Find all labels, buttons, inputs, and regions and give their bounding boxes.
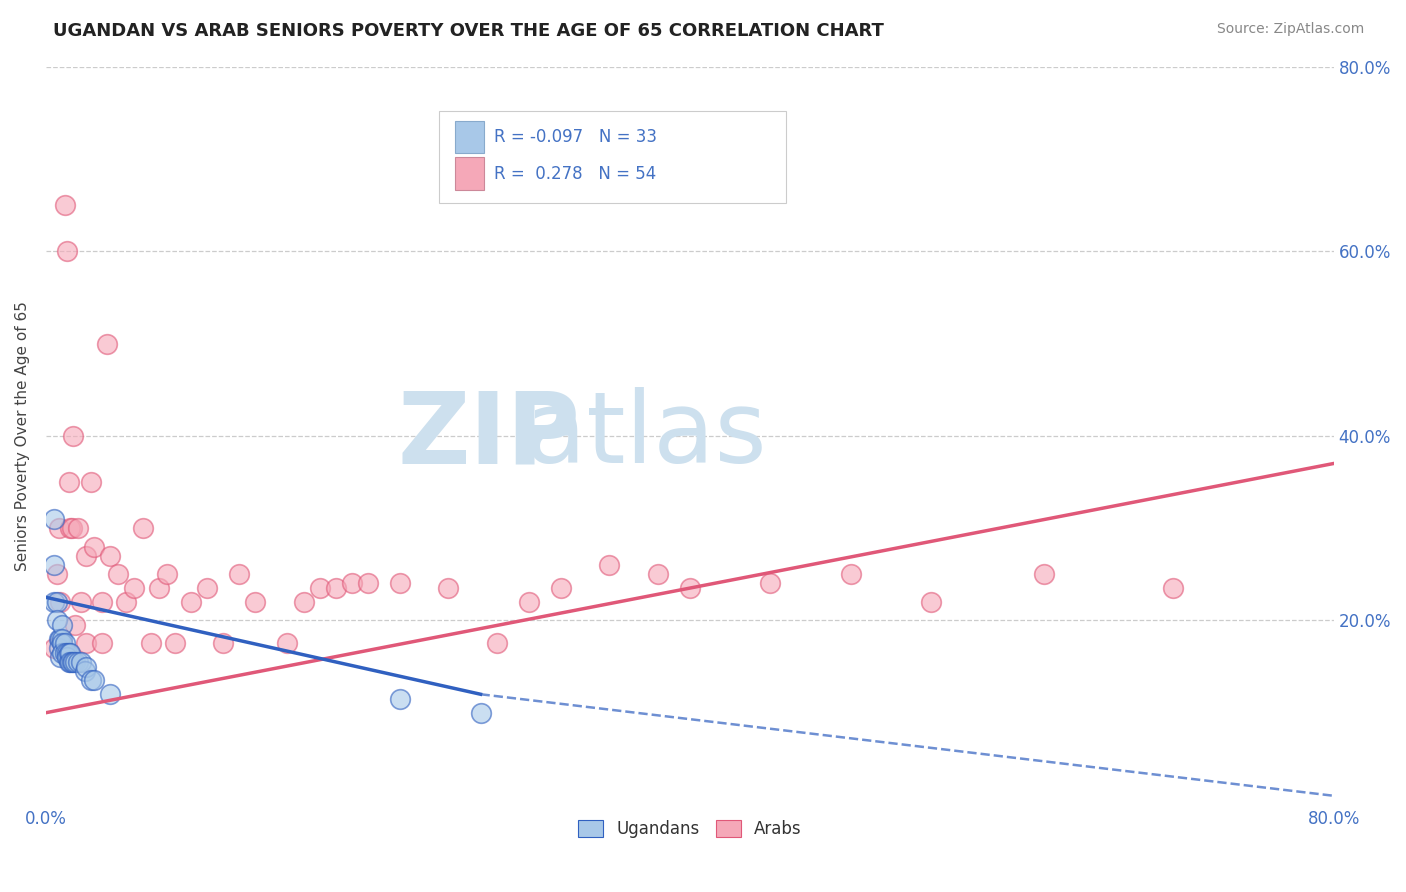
Point xyxy=(56,646,79,660)
Text: R =  0.278   N = 54: R = 0.278 N = 54 xyxy=(494,165,657,183)
Point xyxy=(83,673,105,688)
Point xyxy=(485,636,508,650)
Point xyxy=(83,540,105,554)
Point xyxy=(51,646,73,660)
Point xyxy=(80,475,103,489)
Point xyxy=(107,567,129,582)
Point xyxy=(550,581,572,595)
Point xyxy=(679,581,702,595)
Point xyxy=(325,581,347,595)
Point xyxy=(131,521,153,535)
Point xyxy=(42,558,65,572)
Point xyxy=(96,336,118,351)
Point xyxy=(276,636,298,650)
Point xyxy=(46,595,69,609)
Point xyxy=(308,581,330,595)
Point xyxy=(48,641,70,656)
Point xyxy=(60,655,83,669)
Point xyxy=(51,636,73,650)
Point xyxy=(91,636,114,650)
Bar xyxy=(456,120,484,153)
Point xyxy=(67,521,90,535)
Y-axis label: Seniors Poverty Over the Age of 65: Seniors Poverty Over the Age of 65 xyxy=(15,301,30,571)
Point xyxy=(598,558,620,572)
Text: R = -0.097   N = 33: R = -0.097 N = 33 xyxy=(494,128,657,145)
Point xyxy=(48,632,70,646)
Point xyxy=(63,618,86,632)
Point xyxy=(70,595,93,609)
Point xyxy=(357,576,380,591)
Point xyxy=(75,659,97,673)
Point xyxy=(62,655,84,669)
Point xyxy=(195,581,218,595)
Point xyxy=(59,655,82,669)
Point xyxy=(389,576,412,591)
Point xyxy=(58,655,80,669)
Text: Source: ZipAtlas.com: Source: ZipAtlas.com xyxy=(1216,22,1364,37)
Point xyxy=(647,567,669,582)
Point xyxy=(517,595,540,609)
Point xyxy=(839,567,862,582)
Point xyxy=(212,636,235,650)
Point xyxy=(42,641,65,656)
Point xyxy=(73,664,96,678)
Point xyxy=(48,521,70,535)
Point xyxy=(51,632,73,646)
Point xyxy=(920,595,942,609)
Point xyxy=(51,618,73,632)
Point xyxy=(53,198,76,212)
Point xyxy=(139,636,162,650)
Point xyxy=(75,549,97,563)
Point xyxy=(470,706,492,720)
Point xyxy=(340,576,363,591)
Point xyxy=(46,614,69,628)
Point xyxy=(59,646,82,660)
Point xyxy=(46,567,69,582)
Point xyxy=(759,576,782,591)
Point xyxy=(148,581,170,595)
Point xyxy=(1161,581,1184,595)
Point xyxy=(91,595,114,609)
Point xyxy=(292,595,315,609)
Point xyxy=(49,632,72,646)
Text: UGANDAN VS ARAB SENIORS POVERTY OVER THE AGE OF 65 CORRELATION CHART: UGANDAN VS ARAB SENIORS POVERTY OVER THE… xyxy=(53,22,884,40)
Point xyxy=(51,636,73,650)
Legend: Ugandans, Arabs: Ugandans, Arabs xyxy=(571,814,808,845)
Point xyxy=(63,655,86,669)
Point xyxy=(1032,567,1054,582)
Point xyxy=(49,595,72,609)
Point xyxy=(62,429,84,443)
Point xyxy=(42,595,65,609)
Point xyxy=(156,567,179,582)
Point xyxy=(180,595,202,609)
Text: atlas: atlas xyxy=(526,387,768,484)
Point xyxy=(124,581,146,595)
Point xyxy=(245,595,267,609)
FancyBboxPatch shape xyxy=(439,111,786,203)
Point xyxy=(115,595,138,609)
Point xyxy=(228,567,250,582)
Point xyxy=(67,655,90,669)
Text: ZIP: ZIP xyxy=(398,387,581,484)
Point xyxy=(53,646,76,660)
Point xyxy=(163,636,186,650)
Point xyxy=(75,636,97,650)
Point xyxy=(98,549,121,563)
Point xyxy=(56,244,79,259)
Point xyxy=(42,512,65,526)
Point xyxy=(56,650,79,665)
Point xyxy=(60,521,83,535)
Point xyxy=(49,650,72,665)
Point xyxy=(53,636,76,650)
Point xyxy=(80,673,103,688)
Bar xyxy=(456,157,484,190)
Point xyxy=(70,655,93,669)
Point xyxy=(59,521,82,535)
Point xyxy=(389,691,412,706)
Point xyxy=(58,475,80,489)
Point xyxy=(437,581,460,595)
Point xyxy=(58,646,80,660)
Point xyxy=(98,687,121,701)
